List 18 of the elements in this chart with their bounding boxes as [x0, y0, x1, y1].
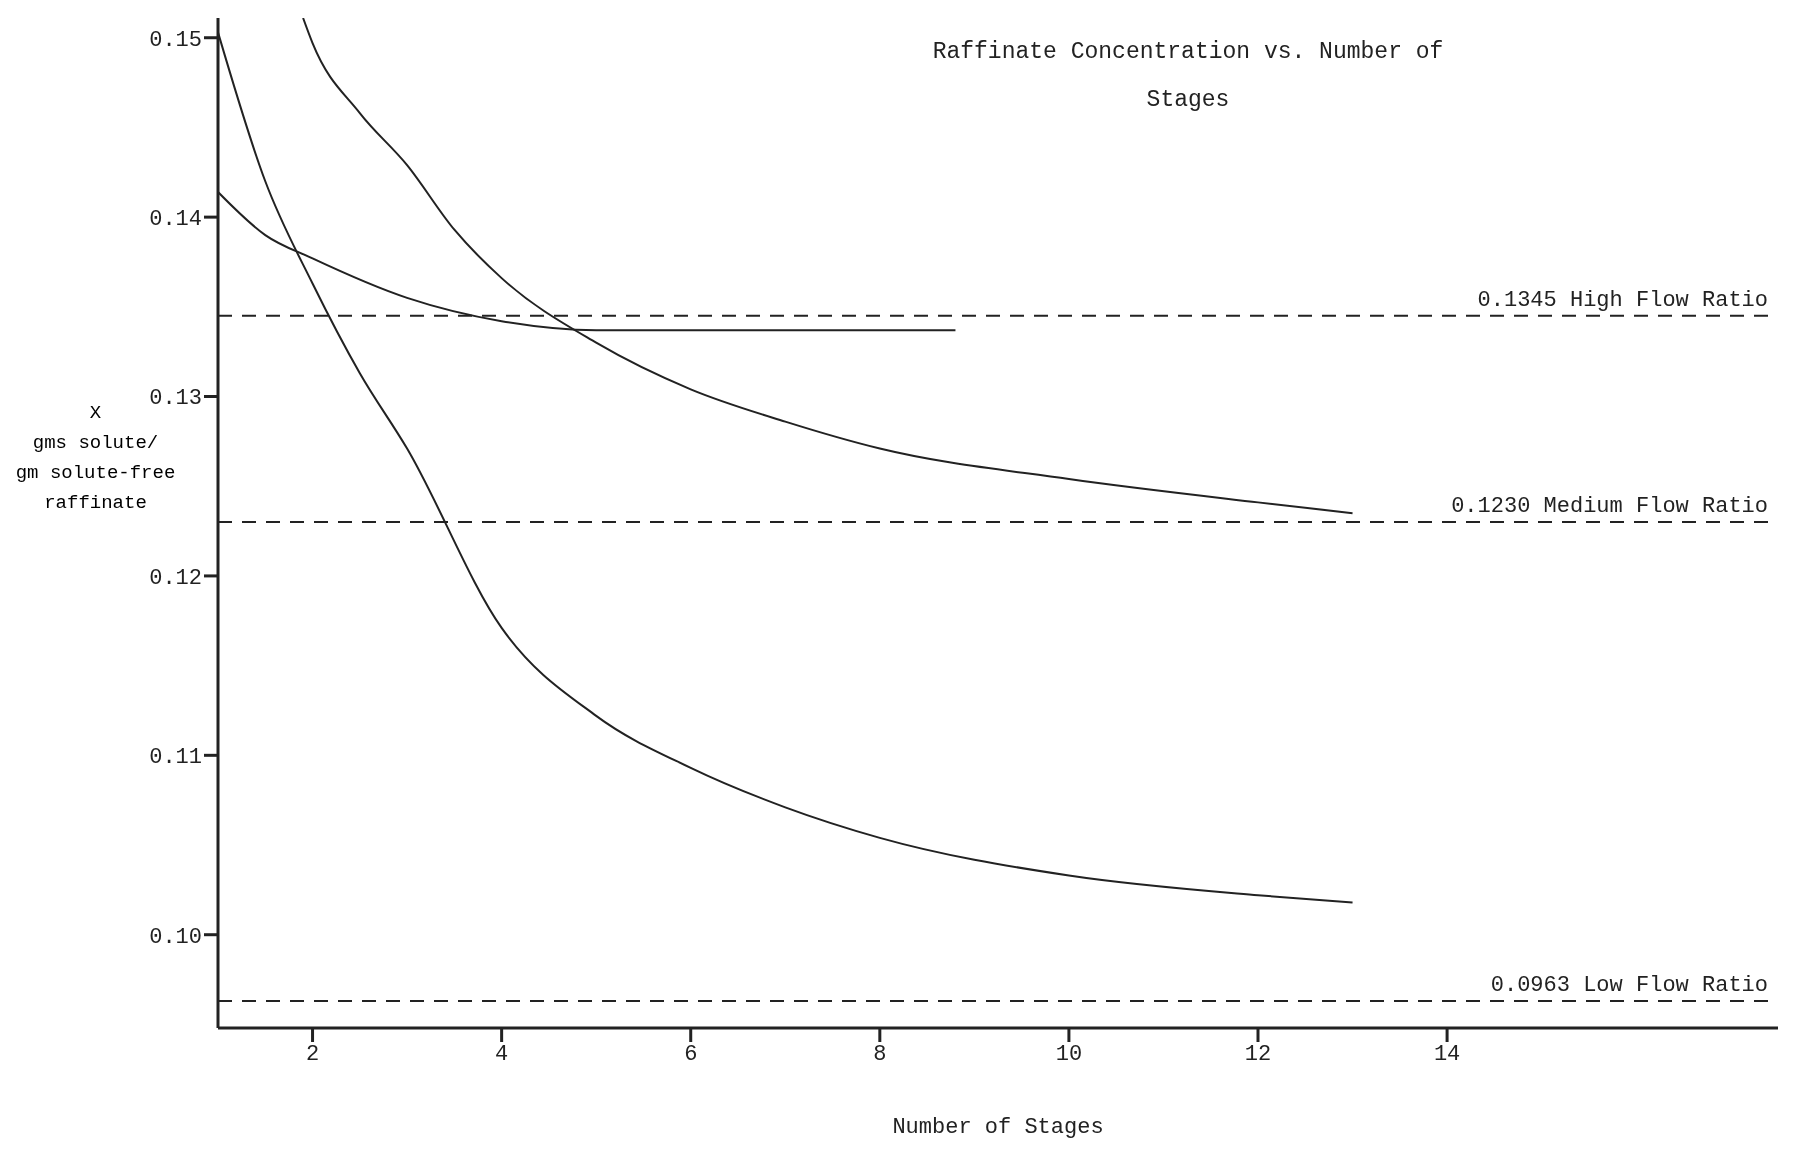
x-tick-label: 8: [873, 1041, 887, 1067]
ref-line-label: 0.1345 High Flow Ratio: [1477, 287, 1768, 313]
x-tick-label: 12: [1244, 1041, 1272, 1067]
x-tick-label: 6: [684, 1041, 698, 1067]
y-tick-label: 0.12: [149, 565, 202, 591]
ref-line-label: 0.1230 Medium Flow Ratio: [1451, 494, 1768, 520]
x-tick-label: 2: [305, 1041, 320, 1067]
y-tick-label: 0.14: [149, 206, 202, 232]
y-tick-label: 0.10: [149, 924, 202, 950]
x-tick-label: 4: [495, 1041, 509, 1067]
text: Raffinate Concentration vs. Number of Stages: [931, 38, 1445, 115]
y-tick-label: 0.13: [149, 386, 202, 412]
ref-line-label: 0.0963 Low Flow Ratio: [1490, 973, 1768, 999]
y-tick-label: 0.15: [149, 27, 202, 53]
x-axis-title: Number of Stages: [892, 1115, 1104, 1140]
y-tick-label: 0.11: [149, 745, 202, 771]
x-tick-label: 14: [1433, 1041, 1461, 1067]
x-tick-label: 10: [1055, 1041, 1083, 1067]
